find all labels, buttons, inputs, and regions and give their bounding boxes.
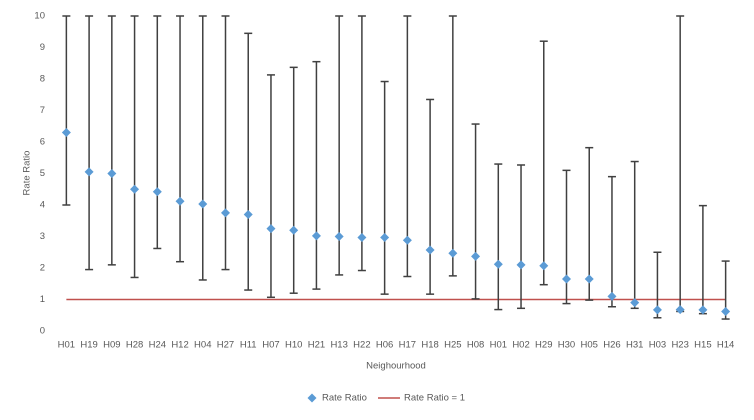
- y-tick-label: 7: [40, 105, 45, 116]
- point: [289, 225, 299, 235]
- point: [266, 224, 276, 234]
- x-tick-label: H03: [649, 340, 666, 351]
- x-tick-label: H13: [330, 340, 347, 351]
- x-tick-label: H30: [558, 340, 575, 351]
- point: [562, 274, 571, 284]
- point: [107, 169, 117, 178]
- point: [311, 231, 321, 241]
- y-tick-label: 3: [40, 231, 45, 242]
- y-tick-label: 9: [40, 42, 45, 53]
- x-tick-label: H14: [717, 340, 734, 351]
- x-tick-label: H17: [399, 340, 416, 351]
- point: [652, 305, 662, 315]
- x-tick-label: H08: [467, 340, 484, 351]
- point: [448, 248, 458, 258]
- point: [721, 306, 731, 316]
- x-tick-label: H26: [603, 340, 620, 351]
- point: [84, 167, 94, 177]
- x-tick-label: H22: [353, 340, 370, 351]
- y-tick-label: 4: [40, 200, 45, 211]
- x-tick-label: H27: [217, 340, 234, 351]
- x-tick-label: H05: [581, 340, 598, 351]
- y-tick-label: 5: [40, 168, 45, 179]
- y-tick-label: 1: [40, 294, 45, 305]
- x-tick-label: H18: [421, 340, 438, 351]
- legend-label: Rate Ratio: [322, 393, 367, 404]
- point: [243, 209, 253, 219]
- x-tick-label: H25: [444, 340, 461, 351]
- point: [698, 305, 708, 315]
- point: [152, 187, 162, 197]
- x-tick-label: H29: [535, 340, 552, 351]
- point: [130, 184, 140, 194]
- point: [425, 245, 435, 255]
- point: [493, 259, 503, 269]
- x-tick-label: H21: [308, 340, 325, 351]
- y-tick-label: 0: [40, 326, 45, 337]
- point: [584, 274, 594, 284]
- y-tick-label: 2: [40, 263, 45, 274]
- point: [402, 235, 412, 245]
- x-tick-label: H09: [103, 340, 120, 351]
- point: [198, 199, 208, 209]
- legend-label: Rate Ratio = 1: [404, 393, 465, 404]
- x-tick-label: H07: [262, 340, 279, 351]
- y-tick-label: 8: [40, 74, 45, 85]
- point: [630, 298, 640, 308]
- point: [471, 251, 481, 261]
- x-tick-label: H24: [149, 340, 166, 351]
- y-axis-title: Rate Ratio: [22, 151, 33, 196]
- x-tick-label: H11: [240, 340, 257, 351]
- legend-marker: [307, 393, 317, 403]
- x-tick-label: H31: [626, 340, 643, 351]
- x-tick-label: H19: [80, 340, 97, 351]
- point: [380, 232, 390, 242]
- x-tick-label: H10: [285, 340, 302, 351]
- x-tick-label: H06: [376, 340, 393, 351]
- point: [334, 232, 344, 241]
- x-tick-label: H15: [694, 340, 711, 351]
- x-tick-label: H23: [671, 340, 688, 351]
- point: [607, 291, 617, 301]
- y-tick-label: 6: [40, 137, 45, 148]
- point: [539, 261, 549, 271]
- y-tick-label: 10: [34, 11, 45, 22]
- point: [516, 260, 526, 270]
- point: [357, 232, 367, 242]
- x-axis-title: Neighourhood: [366, 361, 426, 372]
- x-tick-label: H02: [512, 340, 529, 351]
- x-tick-label: H12: [171, 340, 188, 351]
- point: [675, 305, 685, 315]
- point: [61, 128, 71, 138]
- x-tick-label: H28: [126, 340, 143, 351]
- x-tick-label: H01: [490, 340, 507, 351]
- x-tick-label: H04: [194, 340, 211, 351]
- x-tick-label: H01: [58, 340, 75, 351]
- point: [175, 196, 185, 206]
- point: [221, 208, 230, 218]
